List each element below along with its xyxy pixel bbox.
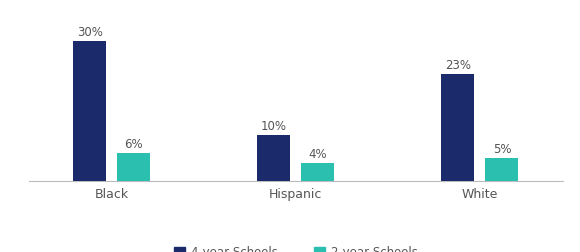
Text: 4%: 4% xyxy=(309,148,327,161)
Text: 6%: 6% xyxy=(125,138,143,151)
Bar xyxy=(73,41,106,181)
Text: 5%: 5% xyxy=(492,143,511,156)
Text: 30%: 30% xyxy=(77,26,103,39)
Text: 10%: 10% xyxy=(261,120,287,133)
Text: 23%: 23% xyxy=(445,59,471,72)
Bar xyxy=(441,74,474,181)
Bar xyxy=(485,158,519,181)
Bar xyxy=(257,135,290,181)
Bar xyxy=(302,163,335,181)
Bar xyxy=(117,153,150,181)
Legend: 4-year Schools, 2-year Schools: 4-year Schools, 2-year Schools xyxy=(169,241,423,252)
